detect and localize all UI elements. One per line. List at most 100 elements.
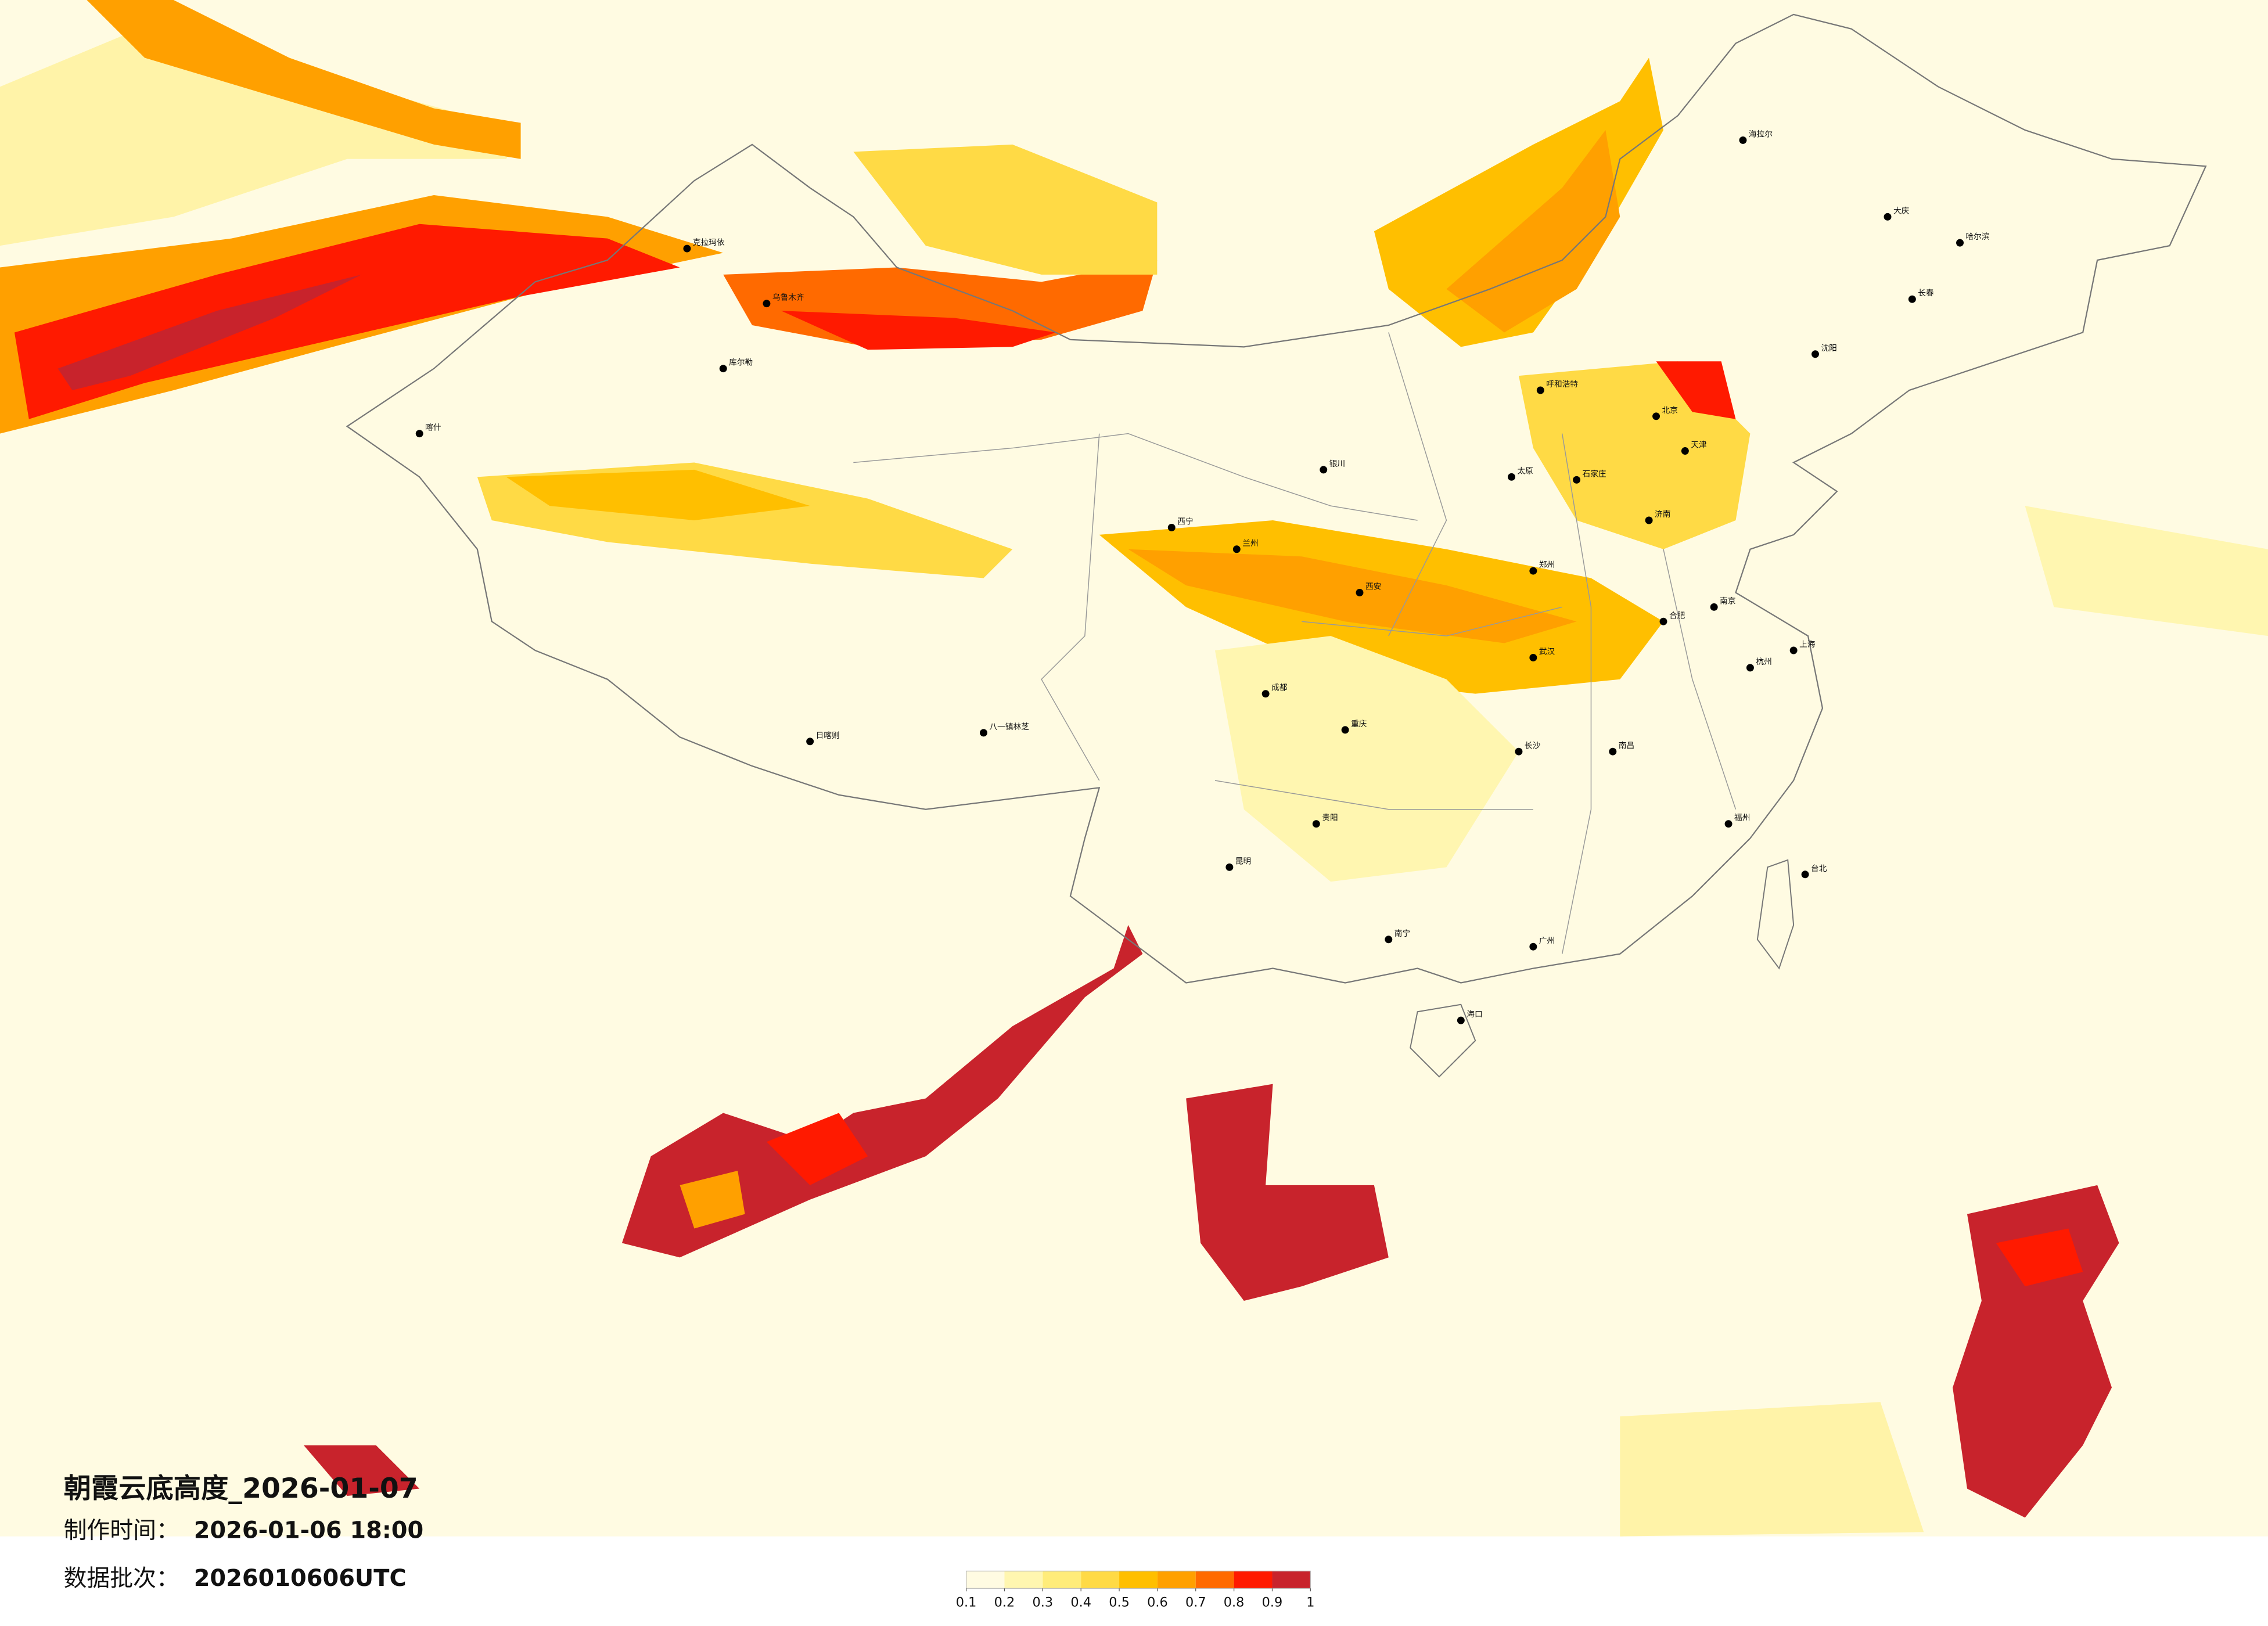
- city-dot: [1659, 617, 1667, 625]
- cloud-patch: [1446, 130, 1620, 333]
- city-label: 杭州: [1756, 657, 1771, 667]
- city-dot: [1681, 447, 1689, 455]
- cloud-patch: [1186, 1084, 1389, 1301]
- city-label: 合肥: [1669, 611, 1685, 620]
- city-dot: [1645, 516, 1653, 524]
- city-dot: [1529, 942, 1537, 951]
- cloud-patch: [87, 0, 521, 159]
- city-dot: [1261, 690, 1270, 698]
- city-dot: [1789, 646, 1798, 654]
- city-dot: [1710, 603, 1718, 611]
- city-dot: [1801, 870, 1809, 879]
- city-label: 西宁: [1177, 516, 1193, 526]
- city-label: 克拉玛依: [693, 238, 725, 247]
- city-label: 福州: [1734, 814, 1750, 823]
- city-dot: [1232, 545, 1241, 553]
- city-label: 哈尔滨: [1965, 232, 1989, 242]
- cloud-patch: [1374, 57, 1663, 347]
- map-title: 朝霞云底高度_2026-01-07: [64, 1473, 418, 1505]
- city-label: 贵阳: [1322, 814, 1338, 823]
- batch-label: 数据批次：: [64, 1565, 179, 1592]
- city-dot: [980, 729, 987, 737]
- city-dot: [415, 430, 423, 438]
- city-dot: [1746, 664, 1754, 672]
- city-dot: [1312, 820, 1320, 828]
- city-label: 日喀则: [816, 731, 840, 740]
- colorbar-tick-label: 0.7: [1185, 1595, 1206, 1610]
- cloud-patch: [1996, 1228, 2083, 1287]
- colorbar-tick-label: 0.2: [994, 1595, 1015, 1610]
- city-label: 太原: [1517, 466, 1533, 476]
- city-label: 上海: [1799, 640, 1816, 649]
- city-dot: [1529, 653, 1537, 661]
- city-dot: [1739, 136, 1747, 144]
- cloud-patch: [506, 469, 810, 520]
- city-dot: [1573, 476, 1581, 484]
- city-label: 西安: [1365, 582, 1381, 591]
- colorbar-swatch: [1234, 1571, 1273, 1589]
- city-dot: [1536, 386, 1544, 394]
- colorbar-swatch: [1119, 1571, 1158, 1589]
- city-dot: [1508, 473, 1515, 481]
- colorbar-tick-label: 0.9: [1262, 1595, 1283, 1610]
- city-label: 北京: [1662, 406, 1678, 415]
- cloud-patch: [14, 224, 680, 419]
- city-dot: [1320, 466, 1328, 474]
- city-dot: [1529, 567, 1537, 575]
- city-label: 台北: [1811, 864, 1827, 873]
- cloud-patch: [621, 924, 1143, 1258]
- city-label: 喀什: [425, 423, 441, 433]
- cloud-patch: [680, 1171, 745, 1229]
- cloud-field: [0, 0, 2268, 1537]
- city-label: 沈阳: [1821, 344, 1836, 353]
- city-label: 成都: [1271, 684, 1288, 693]
- city-dot: [1515, 747, 1523, 756]
- city-label: 大庆: [1893, 206, 1910, 215]
- city-label: 长春: [1918, 289, 1934, 298]
- colorbar-frame: [965, 1570, 1311, 1589]
- colorbar-swatch: [1004, 1571, 1043, 1589]
- city-dot: [1457, 1016, 1465, 1024]
- cloud-patch: [0, 14, 521, 246]
- city-label: 海拉尔: [1749, 129, 1773, 139]
- city-label: 济南: [1655, 510, 1670, 519]
- city-label: 郑州: [1539, 560, 1555, 570]
- province-border: [853, 332, 1737, 954]
- city-dot: [1652, 412, 1660, 420]
- city-label: 重庆: [1351, 720, 1367, 729]
- city-dot: [683, 244, 691, 253]
- cloud-patch: [853, 144, 1158, 275]
- colorbar-swatch: [1043, 1571, 1081, 1589]
- city-dot: [1884, 213, 1892, 221]
- batch-value: 2026010606UTC: [194, 1565, 407, 1592]
- city-label: 库尔勒: [729, 358, 753, 368]
- cloud-patch: [1656, 361, 1736, 419]
- city-label: 昆明: [1235, 857, 1251, 866]
- city-dot: [1225, 863, 1234, 871]
- city-label: 海口: [1467, 1010, 1482, 1019]
- colorbar-tick-label: 0.1: [956, 1595, 977, 1610]
- city-label: 南宁: [1394, 929, 1410, 938]
- colorbar: 0.1 0.2 0.3 0.4 0.5 0.6 0.7 0.8 0.9 1: [956, 1570, 1314, 1610]
- city-label: 兰州: [1242, 539, 1258, 548]
- colorbar-tick-label: 1: [1306, 1595, 1314, 1610]
- city-dot: [806, 738, 814, 746]
- city-dot: [1724, 820, 1733, 828]
- production-time-label: 制作时间：: [64, 1517, 179, 1544]
- city-label: 南京: [1720, 596, 1735, 606]
- colorbar-swatch: [1081, 1571, 1120, 1589]
- colorbar-tick-label: 0.3: [1033, 1595, 1054, 1610]
- city-dot: [719, 365, 727, 373]
- city-dot: [1167, 523, 1176, 531]
- city-label: 呼和浩特: [1546, 380, 1578, 389]
- city-dot: [1811, 350, 1819, 358]
- cloud-patch: [1214, 636, 1519, 882]
- colorbar-tick-label: 0.5: [1109, 1595, 1130, 1610]
- hainan-border: [1410, 1003, 1476, 1078]
- city-label: 天津: [1691, 441, 1707, 450]
- cloud-patch: [57, 274, 362, 390]
- city-label: 银川: [1329, 459, 1345, 469]
